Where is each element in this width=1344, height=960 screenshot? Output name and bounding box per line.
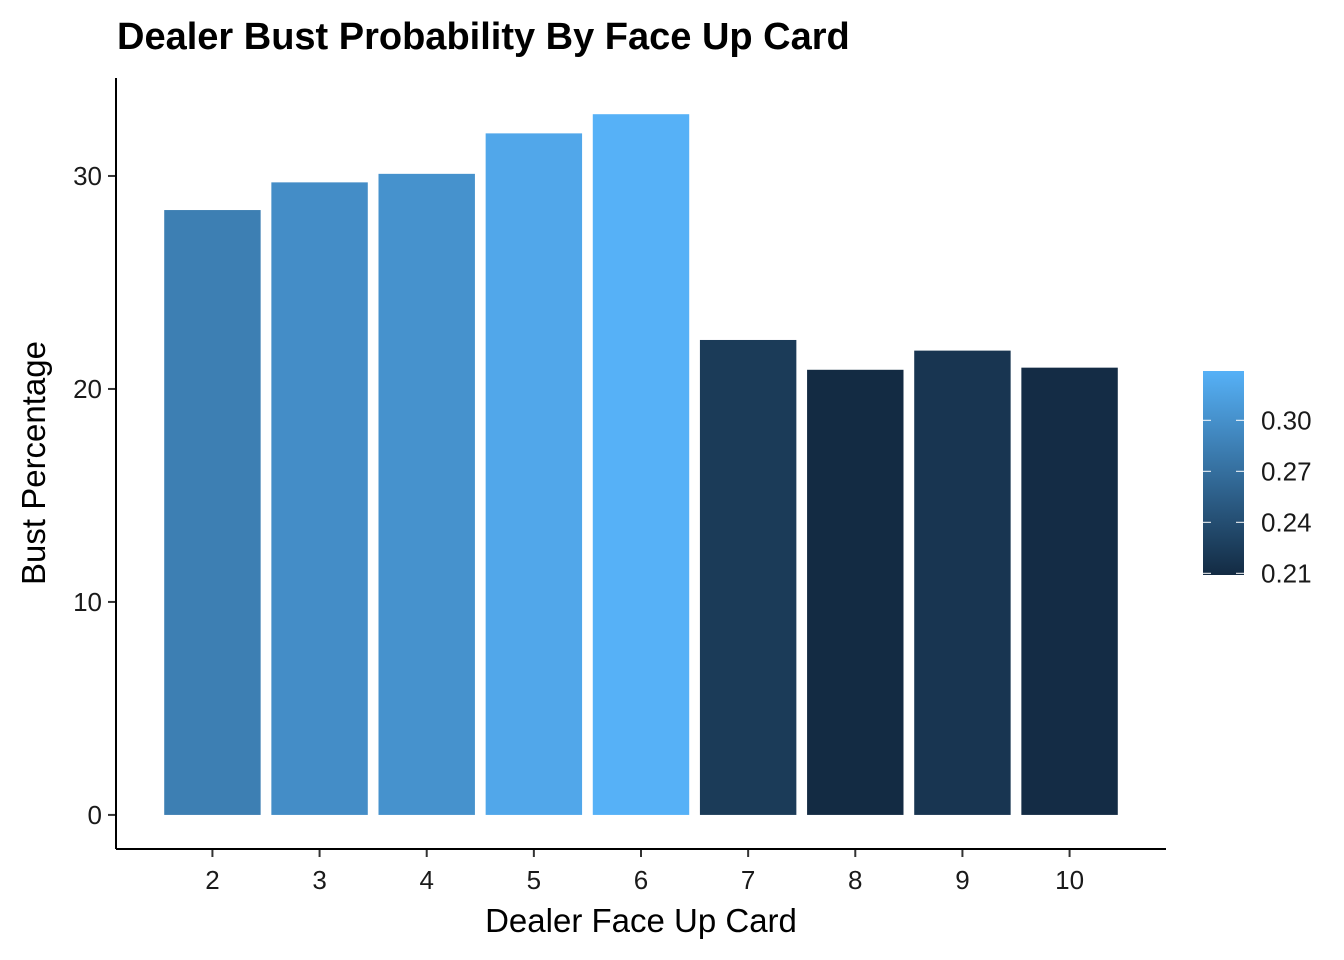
x-tick-label: 10 xyxy=(1055,865,1084,895)
chart-title: Dealer Bust Probability By Face Up Card xyxy=(117,16,850,58)
x-tick-label: 9 xyxy=(955,865,969,895)
x-tick-label: 5 xyxy=(527,865,541,895)
x-tick-label: 7 xyxy=(741,865,755,895)
bar-10 xyxy=(1021,367,1118,815)
x-tick-label: 3 xyxy=(312,865,326,895)
bar-8 xyxy=(807,369,904,815)
colorbar-ticks: 0.21 0.24 0.27 0.30 xyxy=(1203,405,1312,588)
y-tick-label: 0 xyxy=(88,800,102,830)
bar-5 xyxy=(485,133,583,815)
x-tick-label: 4 xyxy=(419,865,433,895)
bar-6 xyxy=(592,114,690,815)
colorbar-tick-label: 0.30 xyxy=(1261,405,1312,435)
y-axis-label: Bust Percentage xyxy=(15,341,52,585)
bar-2 xyxy=(164,210,261,815)
x-tick-label: 2 xyxy=(205,865,219,895)
bar-3 xyxy=(271,182,368,815)
x-axis-ticks: 2 3 4 5 6 7 8 9 10 xyxy=(205,849,1084,895)
color-legend: 0.21 0.24 0.27 0.30 xyxy=(1203,371,1312,588)
y-axis-ticks: 0 10 20 30 xyxy=(73,161,116,830)
bar-4 xyxy=(378,173,475,815)
bar-9 xyxy=(914,350,1011,815)
colorbar-tick-label: 0.21 xyxy=(1261,558,1312,588)
bar-7 xyxy=(699,339,797,815)
colorbar-tick-label: 0.24 xyxy=(1261,507,1312,537)
y-tick-label: 20 xyxy=(73,374,102,404)
y-tick-label: 10 xyxy=(73,587,102,617)
colorbar-tick-label: 0.27 xyxy=(1261,456,1312,486)
x-tick-label: 8 xyxy=(848,865,862,895)
colorbar xyxy=(1203,371,1244,575)
x-tick-label: 6 xyxy=(634,865,648,895)
bars-group xyxy=(164,114,1118,815)
x-axis-label: Dealer Face Up Card xyxy=(485,902,797,939)
y-tick-label: 30 xyxy=(73,161,102,191)
